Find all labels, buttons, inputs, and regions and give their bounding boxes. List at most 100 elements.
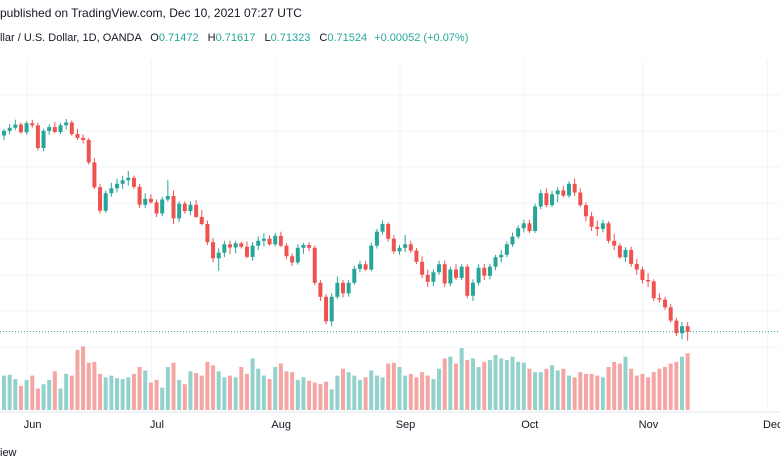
candle-body xyxy=(81,137,86,140)
candle-body xyxy=(115,183,119,189)
volume-bar xyxy=(307,380,312,410)
candle-body xyxy=(550,194,555,206)
volume-bar xyxy=(18,385,23,410)
low-value: 0.71323 xyxy=(270,32,311,44)
volume-bar xyxy=(160,387,165,410)
x-tick-label: Aug xyxy=(271,419,291,431)
candle-body xyxy=(329,296,334,322)
candle-body xyxy=(567,183,571,196)
candle-body xyxy=(657,298,662,300)
candle-body xyxy=(98,187,103,211)
candle-body xyxy=(674,320,679,334)
candle-body xyxy=(233,243,238,248)
volume-bar xyxy=(64,373,69,410)
close-label: C xyxy=(319,32,328,44)
candle-body xyxy=(651,281,656,299)
volume-bar xyxy=(335,375,340,410)
candle-body xyxy=(194,204,199,217)
volume-bar xyxy=(69,375,74,410)
volume-bar xyxy=(312,382,317,410)
volume-bar xyxy=(629,368,634,410)
candle-body xyxy=(284,245,289,257)
candle-body xyxy=(629,249,634,264)
candle-body xyxy=(290,256,295,263)
volume-bar xyxy=(58,388,63,410)
x-tick-label: Jun xyxy=(24,419,42,431)
candle-body xyxy=(578,192,583,206)
candle-body xyxy=(357,264,362,269)
volume-bar xyxy=(487,360,492,410)
candle-body xyxy=(448,269,453,284)
candle-body xyxy=(465,266,470,296)
volume-bar xyxy=(318,384,323,410)
candle-body xyxy=(222,244,227,253)
candle-body xyxy=(261,238,266,241)
candle-body xyxy=(188,204,193,212)
candle-body xyxy=(476,267,481,283)
candle-body xyxy=(301,245,306,248)
x-tick-label: Jul xyxy=(150,419,164,431)
volume-bar xyxy=(301,377,306,410)
candle-body xyxy=(228,244,232,248)
candle-body xyxy=(487,266,492,276)
volume-bar xyxy=(612,361,617,410)
candle-body xyxy=(120,180,125,184)
volume-bar xyxy=(634,375,639,410)
candle-body xyxy=(420,261,425,275)
open-label: O xyxy=(150,32,159,44)
volume-bar xyxy=(674,361,679,410)
published-note: published on TradingView.com, Dec 10, 20… xyxy=(0,6,302,20)
candle-body xyxy=(555,190,560,195)
candle-body xyxy=(52,127,57,132)
volume-bar xyxy=(651,372,656,410)
candle-body xyxy=(623,249,628,258)
volume-bar xyxy=(222,377,227,410)
volume-bar xyxy=(171,362,176,410)
volume-bar xyxy=(465,360,470,410)
candle-body xyxy=(24,123,29,133)
volume-bar xyxy=(165,367,170,410)
volume-bar xyxy=(98,373,103,410)
volume-bar xyxy=(357,379,362,410)
candle-body xyxy=(267,238,272,245)
volume-bar xyxy=(341,368,345,410)
candle-body xyxy=(199,217,204,224)
volume-bar xyxy=(555,370,560,410)
volume-bar xyxy=(233,377,238,410)
candle-body xyxy=(160,199,165,214)
volume-bar xyxy=(244,373,249,410)
volume-bar xyxy=(7,374,12,410)
candle-body xyxy=(414,250,419,262)
candle-body xyxy=(663,299,668,308)
candle-body xyxy=(352,268,357,283)
candle-body xyxy=(493,257,498,267)
volume-bar xyxy=(442,358,447,410)
candle-body xyxy=(572,183,577,193)
candle-body xyxy=(273,235,278,245)
volume-bar xyxy=(420,372,425,410)
volume-bar xyxy=(216,371,221,410)
candle-body xyxy=(369,245,374,270)
candle-body xyxy=(109,188,114,194)
candle-body xyxy=(335,282,340,297)
volume-bar xyxy=(657,368,662,410)
candle-body xyxy=(256,240,261,246)
candle-body xyxy=(126,177,131,181)
footer-note: iew xyxy=(0,447,17,459)
candle-body xyxy=(30,123,35,126)
candle-body xyxy=(69,122,74,135)
volume-bar xyxy=(92,361,97,410)
volume-bar xyxy=(194,373,199,410)
candle-body xyxy=(295,247,300,263)
candle-body xyxy=(182,203,187,212)
volume-bar xyxy=(148,382,153,410)
volume-bar xyxy=(228,375,232,410)
volume-bar xyxy=(680,356,684,410)
volume-bar xyxy=(544,368,549,410)
volume-bar xyxy=(126,377,131,410)
volume-bar xyxy=(408,373,413,410)
candle-body xyxy=(346,282,351,294)
volume-bar xyxy=(646,377,651,410)
volume-bar xyxy=(24,379,29,410)
